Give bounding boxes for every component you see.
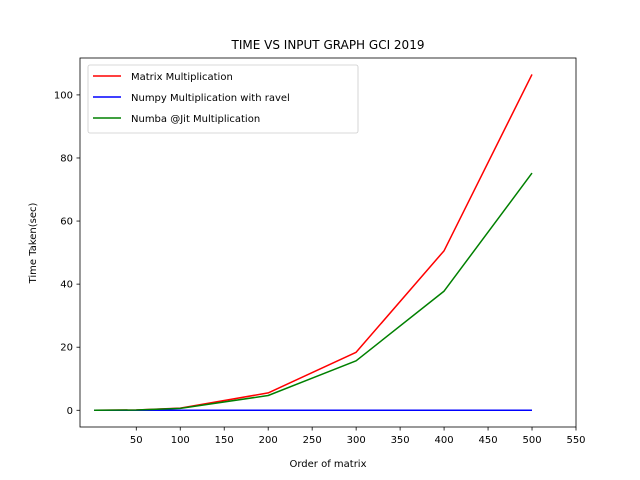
x-tick-label: 500 bbox=[522, 435, 541, 446]
x-tick-label: 400 bbox=[435, 435, 454, 446]
x-tick-label: 250 bbox=[303, 435, 322, 446]
x-tick-label: 300 bbox=[347, 435, 366, 446]
legend-box bbox=[87, 64, 359, 134]
x-tick-label: 50 bbox=[130, 435, 143, 446]
x-axis-label: Order of matrix bbox=[289, 459, 366, 470]
legend-label-3: Numba @Jit Multiplication bbox=[131, 114, 260, 125]
y-tick-label: 80 bbox=[60, 153, 73, 164]
legend-label-2: Numpy Multiplication with ravel bbox=[131, 93, 290, 104]
x-tick-label: 550 bbox=[566, 435, 585, 446]
x-tick-label: 100 bbox=[171, 435, 190, 446]
legend-label-1: Matrix Multiplication bbox=[131, 72, 233, 83]
x-tick-label: 350 bbox=[391, 435, 410, 446]
y-tick-label: 0 bbox=[67, 406, 73, 417]
axes-frame bbox=[79, 57, 577, 428]
y-tick-label: 60 bbox=[60, 217, 73, 228]
x-tick-label: 450 bbox=[479, 435, 498, 446]
x-tick-label: 200 bbox=[259, 435, 278, 446]
x-tick-label: 150 bbox=[215, 435, 234, 446]
y-tick-label: 100 bbox=[54, 90, 73, 101]
legend: Matrix Multiplication Numpy Multiplicatio… bbox=[87, 64, 359, 134]
chart-title: TIME VS INPUT GRAPH GCI 2019 bbox=[231, 38, 425, 52]
series-line-3 bbox=[94, 172, 533, 412]
y-axis-label: Time Taken(sec) bbox=[28, 202, 39, 284]
y-tick-label: 20 bbox=[60, 343, 73, 354]
plot-area: 50 100 150 200 250 300 350 400 450 500 550 0 20 40 60 8… bbox=[54, 57, 586, 446]
y-tick-label: 40 bbox=[60, 280, 73, 291]
